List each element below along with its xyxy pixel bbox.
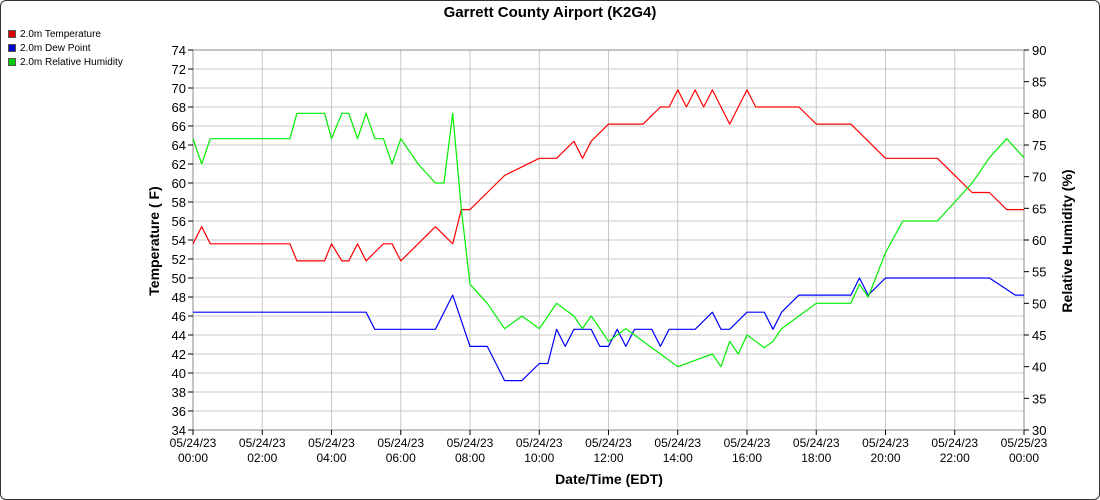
series-line-dew-point (193, 277, 1024, 382)
y2-tick-label: 85 (1032, 75, 1046, 90)
y-tick-label: 68 (172, 100, 186, 115)
x-tick-time: 20:00 (870, 451, 900, 465)
x-tick-date: 05/24/23 (170, 436, 217, 450)
y-tick-label: 74 (172, 43, 186, 58)
legend-label-dew-point: 2.0m Dew Point (20, 42, 91, 54)
series-line-relative-humidity (192, 112, 1025, 368)
x-tick-date: 05/24/23 (447, 436, 494, 450)
y-tick-label: 62 (172, 157, 186, 172)
legend-swatch-temperature (8, 30, 16, 38)
x-tick-date: 05/24/23 (654, 436, 701, 450)
y-tick-label: 34 (172, 423, 186, 438)
grid (192, 49, 1025, 431)
y-tick-label: 42 (172, 347, 186, 362)
y-tick-label: 52 (172, 252, 186, 267)
x-axis-ticks: 05/24/2300:0005/24/2302:0005/24/2304:000… (170, 430, 1048, 465)
x-tick-time: 00:00 (1009, 451, 1039, 465)
y2-tick-label: 30 (1032, 423, 1046, 438)
x-tick-time: 06:00 (386, 451, 416, 465)
x-tick-time: 08:00 (455, 451, 485, 465)
y-tick-label: 48 (172, 290, 186, 305)
x-tick-date: 05/24/23 (793, 436, 840, 450)
x-tick-time: 18:00 (801, 451, 831, 465)
legend-item-relative-humidity: 2.0m Relative Humidity (8, 55, 123, 69)
y-tick-label: 38 (172, 385, 186, 400)
y2-tick-label: 60 (1032, 233, 1046, 248)
x-tick-time: 10:00 (524, 451, 554, 465)
legend: 2.0m Temperature 2.0m Dew Point 2.0m Rel… (8, 27, 123, 69)
y-tick-label: 60 (172, 176, 186, 191)
x-tick-time: 00:00 (178, 451, 208, 465)
series-line-temperature (192, 89, 1024, 262)
legend-label-temperature: 2.0m Temperature (20, 28, 101, 40)
legend-swatch-dew-point (8, 44, 16, 52)
x-tick-date: 05/24/23 (862, 436, 909, 450)
x-tick-time: 14:00 (663, 451, 693, 465)
x-axis-label: Date/Time (EDT) (555, 471, 663, 487)
y-tick-label: 72 (172, 62, 186, 77)
y2-tick-label: 50 (1032, 296, 1046, 311)
y2-tick-label: 40 (1032, 360, 1046, 375)
y2-tick-label: 75 (1032, 138, 1046, 153)
y2-tick-label: 65 (1032, 201, 1046, 216)
x-tick-time: 12:00 (593, 451, 623, 465)
y-tick-label: 70 (172, 81, 186, 96)
y-tick-label: 66 (172, 119, 186, 134)
y-axis-left-label: Temperature ( F) (146, 186, 162, 295)
series-lines (192, 89, 1025, 382)
y2-tick-label: 45 (1032, 328, 1046, 343)
x-tick-time: 16:00 (732, 451, 762, 465)
y-tick-label: 36 (172, 404, 186, 419)
x-tick-date: 05/24/23 (239, 436, 286, 450)
legend-item-temperature: 2.0m Temperature (8, 27, 123, 41)
y-tick-label: 44 (172, 328, 186, 343)
legend-swatch-relative-humidity (8, 58, 16, 66)
x-tick-time: 22:00 (940, 451, 970, 465)
x-tick-date: 05/24/23 (931, 436, 978, 450)
y-axis-right-ticks: 90 85 80 75 70 65 60 55 50 45 40 35 30 (1024, 43, 1046, 438)
y2-tick-label: 80 (1032, 106, 1046, 121)
y-tick-label: 56 (172, 214, 186, 229)
legend-item-dew-point: 2.0m Dew Point (8, 41, 123, 55)
y-tick-label: 40 (172, 366, 186, 381)
x-tick-date: 05/24/23 (516, 436, 563, 450)
x-tick-date: 05/25/23 (1001, 436, 1048, 450)
x-tick-time: 04:00 (316, 451, 346, 465)
x-tick-date: 05/24/23 (724, 436, 771, 450)
y2-tick-label: 35 (1032, 391, 1046, 406)
y-axis-left-ticks: 74 72 70 68 66 64 62 60 58 56 54 52 50 48 46 44 42 40 38 36… (172, 43, 193, 438)
y-tick-label: 64 (172, 138, 186, 153)
x-tick-date: 05/24/23 (585, 436, 632, 450)
y-tick-label: 58 (172, 195, 186, 210)
chart-title: Garrett County Airport (K2G4) (443, 4, 657, 21)
x-tick-date: 05/24/23 (308, 436, 355, 450)
y2-tick-label: 70 (1032, 170, 1046, 185)
x-tick-date: 05/24/23 (377, 436, 424, 450)
y-tick-label: 50 (172, 271, 186, 286)
legend-label-relative-humidity: 2.0m Relative Humidity (20, 56, 123, 68)
x-tick-time: 02:00 (247, 451, 277, 465)
y2-tick-label: 55 (1032, 265, 1046, 280)
y2-tick-label: 90 (1032, 43, 1046, 58)
y-tick-label: 46 (172, 309, 186, 324)
y-tick-label: 54 (172, 233, 186, 248)
y-axis-right-label: Relative Humidity (%) (1059, 169, 1075, 312)
